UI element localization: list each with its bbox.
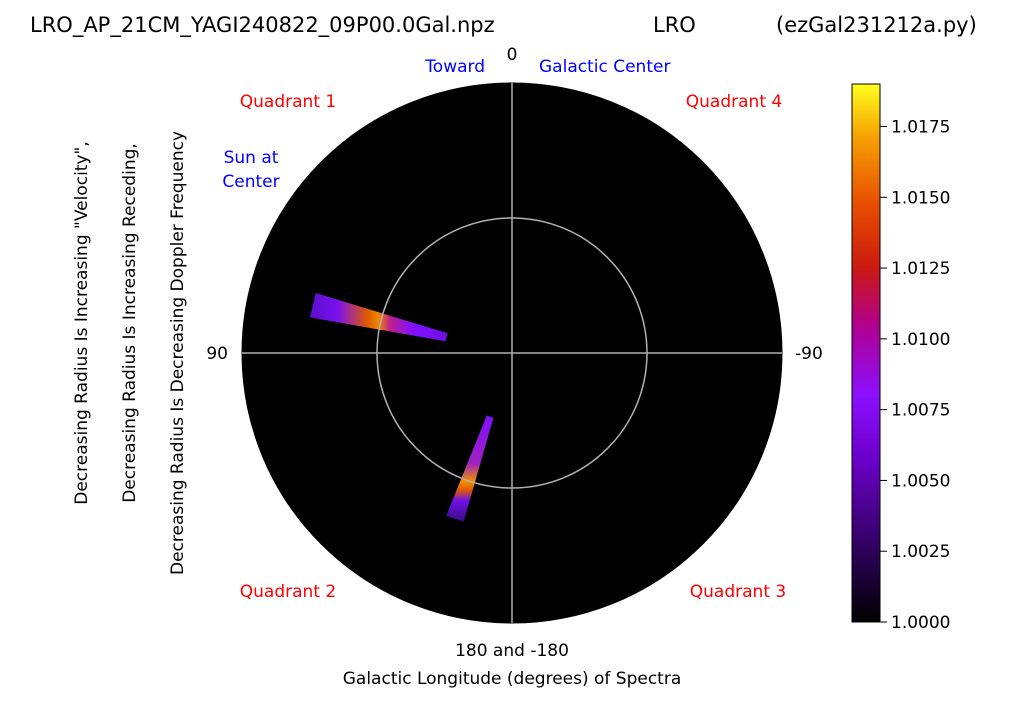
y-label-line-3: Decreasing Radius Is Decreasing Doppler … — [168, 131, 188, 575]
colorbar-tick-label: 1.0025 — [891, 542, 950, 562]
quadrant-4-label: Quadrant 4 — [686, 92, 782, 112]
spectra-wedge — [446, 415, 494, 522]
colorbar-tick-label: 1.0100 — [891, 330, 950, 350]
x-axis-label: Galactic Longitude (degrees) of Spectra — [343, 669, 682, 689]
reference-circle — [376, 217, 648, 489]
quadrant-2-label: Quadrant 2 — [240, 582, 336, 602]
bottom-angle-label: 180 and -180 — [455, 641, 569, 661]
colorbar — [851, 83, 881, 623]
colorbar-tick-label: 1.0125 — [891, 259, 950, 279]
wedge-layer — [309, 293, 494, 522]
y-label-line-1: Decreasing Radius Is Increasing "Velocit… — [72, 141, 92, 505]
left-angle-label: 90 — [206, 344, 228, 364]
top-angle-label: 0 — [507, 45, 518, 65]
colorbar-tick-label: 1.0075 — [891, 401, 950, 421]
toward-label: Toward — [424, 57, 485, 77]
sun-label-line-2: Center — [222, 172, 279, 192]
chart-title-right: (ezGal231212a.py) — [776, 13, 977, 37]
quadrant-3-label: Quadrant 3 — [690, 582, 786, 602]
colorbar-tick-label: 1.0175 — [891, 117, 950, 137]
chart-title-center: LRO — [653, 13, 696, 37]
right-angle-label: -90 — [795, 344, 823, 364]
sun-label-line-1: Sun at — [224, 148, 279, 168]
y-label-line-2: Decreasing Radius Is Increasing Receding… — [120, 143, 140, 503]
colorbar-tick-label: 1.0000 — [891, 613, 950, 633]
quadrant-1-label: Quadrant 1 — [240, 92, 336, 112]
colorbar-tick-label: 1.0050 — [891, 471, 950, 491]
chart-title-left: LRO_AP_21CM_YAGI240822_09P00.0Gal.npz — [30, 13, 495, 38]
colorbar-tick-label: 1.0150 — [891, 188, 950, 208]
galactic-center-label: Galactic Center — [539, 57, 670, 77]
colorbar-ticks: 1.0000 1.0025 1.0050 1.0075 1.0100 1.0125 1.01… — [880, 117, 950, 633]
spectra-wedge — [309, 293, 448, 342]
